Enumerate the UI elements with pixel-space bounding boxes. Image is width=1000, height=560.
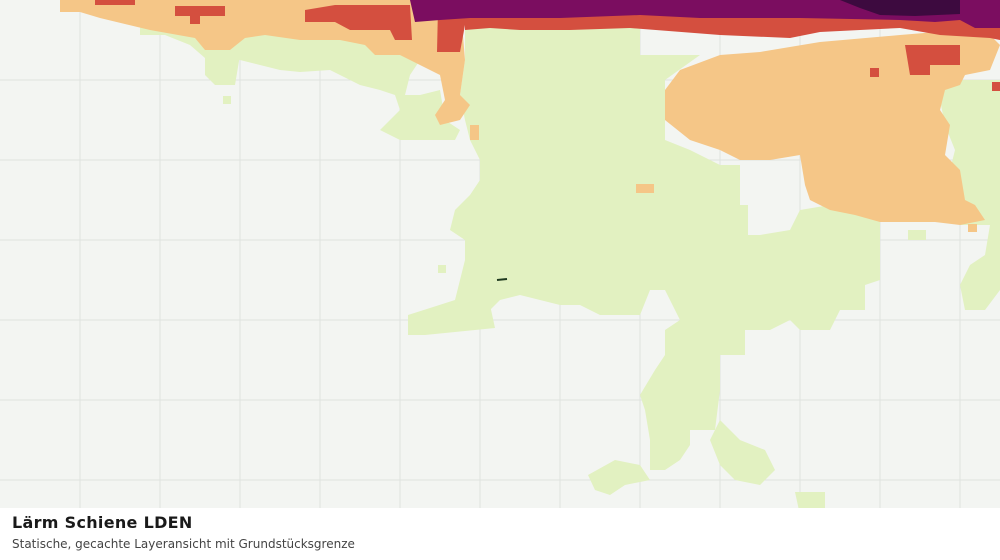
zone: [175, 6, 225, 24]
zone: [940, 80, 1000, 310]
zone: [908, 230, 926, 240]
zone: [968, 224, 977, 232]
zone: [710, 420, 775, 485]
caption-panel: Lärm Schiene LDEN Statische, gecachte La…: [0, 508, 1000, 560]
zone: [992, 82, 1000, 91]
zone: [470, 125, 479, 140]
noise-zone-medium: [60, 0, 1000, 232]
layer-title: Lärm Schiene LDEN: [12, 513, 193, 532]
zone: [636, 184, 654, 193]
zone: [450, 25, 880, 470]
zone: [588, 460, 650, 495]
zone: [410, 0, 1000, 28]
zone: [60, 0, 470, 125]
layer-subtitle: Statische, gecachte Layeransicht mit Gru…: [12, 537, 355, 551]
parcel-boundary: [496, 278, 508, 281]
zone: [665, 30, 1000, 225]
zone: [205, 55, 240, 85]
zone: [223, 96, 231, 104]
noise-zone-very-high: [410, 0, 1000, 28]
zone: [438, 265, 446, 273]
zone: [95, 0, 135, 5]
zone: [305, 5, 412, 40]
noise-zone-extreme: [840, 0, 960, 16]
zone: [905, 45, 960, 75]
zone: [840, 0, 960, 16]
zone: [870, 68, 879, 77]
zone: [408, 300, 495, 335]
